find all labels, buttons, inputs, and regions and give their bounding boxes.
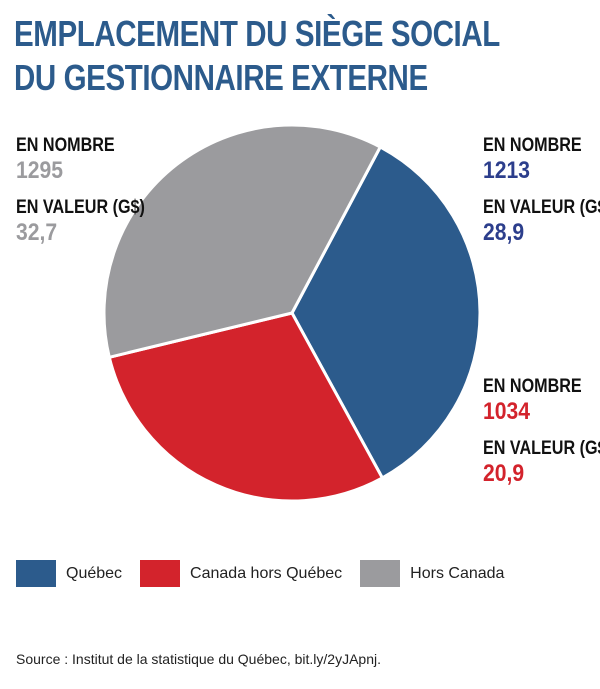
stat-hors-canada-value: 32,7 [16,219,58,246]
legend-label-hors-canada: Hors Canada [410,564,505,582]
stat-hors-canada-count-label: EN NOMBRE [16,135,115,156]
legend-label-quebec: Québec [66,564,123,582]
legend-swatch-canada-hors-quebec [140,560,181,587]
stat-quebec-value-label: EN VALEUR (G$) [483,197,600,218]
stat-canada-hors-quebec-value-label: EN VALEUR (G$) [483,438,600,459]
chart-title-line-1: EMPLACEMENT DU SIÈGE SOCIAL [14,13,500,54]
legend-label-canada-hors-quebec: Canada hors Québec [190,564,343,582]
stat-quebec: EN NOMBRE 1213 EN VALEUR (G$) 28,9 [483,135,600,259]
stat-quebec-value: 28,9 [483,219,525,246]
stat-quebec-count-label: EN NOMBRE [483,135,582,156]
stat-canada-hors-quebec: EN NOMBRE 1034 EN VALEUR (G$) 20,9 [483,376,600,500]
stat-hors-canada-count: 1295 [16,157,63,184]
chart-title: EMPLACEMENT DU SIÈGE SOCIAL DU GESTIONNA… [14,12,500,100]
chart-legend: Québec Canada hors Québec Hors Canada [16,560,522,587]
chart-title-line-2: DU GESTIONNAIRE EXTERNE [14,57,428,98]
legend-swatch-quebec [16,560,56,587]
source-note: Source : Institut de la statistique du Q… [16,651,381,667]
stat-quebec-count: 1213 [483,157,530,184]
legend-item-hors-canada: Hors Canada [360,560,504,587]
legend-swatch-hors-canada [360,560,401,587]
pie-slice-quebec [290,145,482,480]
stat-canada-hors-quebec-count-label: EN NOMBRE [483,376,582,397]
pie-slice-canada-hors-quebec [107,311,384,503]
stat-hors-canada-value-label: EN VALEUR (G$) [16,197,145,218]
legend-item-quebec: Québec [16,560,122,587]
stat-canada-hors-quebec-value: 20,9 [483,460,525,487]
stat-canada-hors-quebec-count: 1034 [483,398,530,425]
pie-slices [102,123,482,503]
legend-item-canada-hors-quebec: Canada hors Québec [140,560,342,587]
stat-hors-canada: EN NOMBRE 1295 EN VALEUR (G$) 32,7 [16,135,168,259]
pie-slice-hors-canada [102,123,382,359]
